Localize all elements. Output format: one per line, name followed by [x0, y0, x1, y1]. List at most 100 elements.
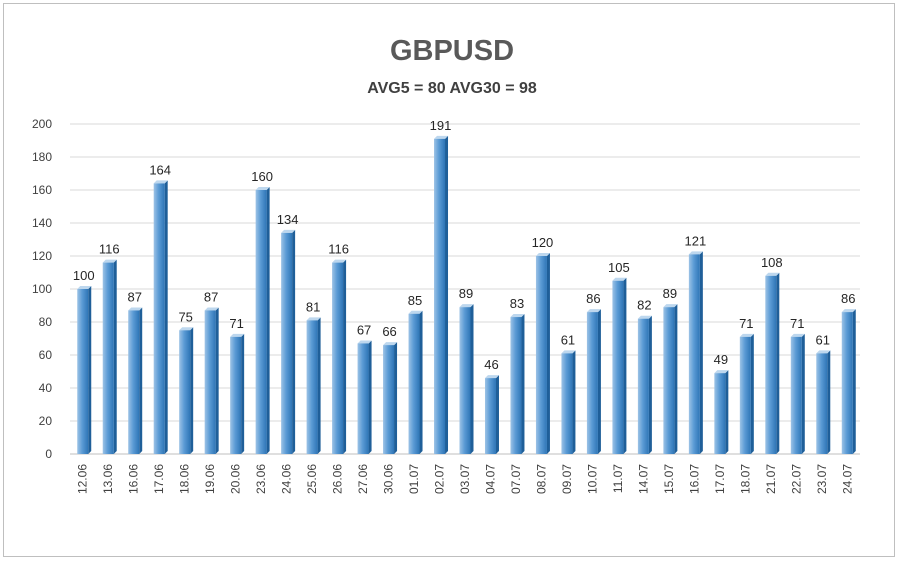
- y-axis-ticks: 0 20 40 60 80 100 120 140 160 180 200: [32, 117, 52, 461]
- data-label: 75: [178, 309, 192, 324]
- bar-face: [255, 190, 267, 454]
- x-tick-label: 23.07: [815, 464, 829, 494]
- bar-side: [674, 304, 678, 454]
- x-tick-label: 16.07: [687, 464, 701, 494]
- bar-face: [535, 256, 547, 454]
- bar-top: [102, 259, 117, 263]
- data-label: 61: [561, 332, 575, 347]
- y-tick-label: 180: [32, 150, 52, 164]
- data-label: 116: [99, 242, 120, 257]
- bar-top: [841, 309, 856, 313]
- bar-face: [204, 310, 216, 454]
- y-tick-label: 40: [39, 381, 53, 395]
- bar-side: [852, 309, 856, 454]
- data-label: 61: [816, 332, 830, 347]
- bar-side: [292, 229, 296, 454]
- data-label: 134: [277, 212, 299, 227]
- bar-top: [434, 135, 449, 139]
- bar-09.07: [561, 350, 576, 454]
- bar-17.06: [153, 180, 168, 454]
- bar-12.06: [77, 286, 92, 454]
- bar-face: [816, 353, 828, 454]
- y-tick-label: 160: [32, 183, 52, 197]
- x-tick-label: 13.06: [101, 464, 115, 494]
- data-label: 116: [328, 242, 349, 257]
- bar-07.07: [510, 314, 525, 454]
- bar-01.07: [408, 310, 423, 454]
- bar-face: [77, 289, 89, 454]
- x-tick-label: 15.07: [662, 464, 676, 494]
- data-label: 83: [510, 296, 524, 311]
- data-label: 71: [229, 316, 243, 331]
- bar-top: [484, 375, 499, 379]
- bar-26.06: [332, 259, 347, 454]
- x-tick-label: 18.06: [178, 464, 192, 494]
- x-axis-ticks: 12.06 13.06 16.06 17.06 18.06 19.06 20.06 23.06…: [76, 464, 855, 494]
- bar-face: [739, 336, 751, 454]
- bar-face: [484, 378, 496, 454]
- bar-face: [383, 345, 395, 454]
- bar-side: [623, 277, 627, 454]
- bar-top: [332, 259, 347, 263]
- bar-13.06: [102, 259, 117, 454]
- x-tick-label: 19.06: [203, 464, 217, 494]
- x-tick-label: 24.06: [280, 464, 294, 494]
- bar-side: [164, 180, 168, 454]
- bar-23.07: [816, 350, 831, 454]
- bar-face: [612, 280, 624, 454]
- x-tick-label: 07.07: [509, 464, 523, 494]
- bar-face: [561, 353, 573, 454]
- bar-face: [434, 138, 446, 454]
- bar-face: [688, 254, 700, 454]
- x-tick-label: 11.07: [611, 464, 625, 493]
- data-label: 89: [459, 286, 473, 301]
- y-tick-label: 100: [32, 282, 52, 296]
- data-label: 85: [408, 293, 422, 308]
- data-label: 191: [430, 118, 452, 133]
- bar-top: [586, 309, 601, 313]
- bar-side: [572, 350, 576, 454]
- data-label: 160: [251, 169, 273, 184]
- bar-side: [546, 253, 550, 454]
- x-tick-label: 01.07: [407, 464, 421, 494]
- data-label: 71: [739, 316, 753, 331]
- bar-side: [725, 370, 729, 454]
- data-label: 82: [637, 298, 651, 313]
- x-tick-label: 04.07: [483, 464, 497, 494]
- bar-side: [88, 286, 92, 454]
- bar-side: [750, 333, 754, 454]
- x-tick-label: 18.07: [738, 464, 752, 494]
- x-tick-label: 23.06: [254, 464, 268, 494]
- bar-top: [688, 251, 703, 255]
- bar-24.07: [841, 309, 856, 454]
- bar-18.07: [739, 333, 754, 454]
- data-label: 71: [790, 316, 804, 331]
- y-tick-label: 140: [32, 216, 52, 230]
- bar-face: [459, 307, 471, 454]
- x-tick-label: 24.07: [840, 464, 854, 494]
- bar-10.07: [586, 309, 601, 454]
- x-tick-label: 22.07: [789, 464, 803, 494]
- x-tick-label: 14.07: [636, 464, 650, 494]
- bar-15.07: [663, 304, 678, 454]
- bar-top: [128, 307, 143, 311]
- bar-17.07: [714, 370, 729, 454]
- x-tick-label: 30.06: [382, 464, 396, 494]
- x-tick-label: 16.06: [127, 464, 141, 494]
- bar-face: [357, 343, 369, 454]
- chart-subtitle: AVG5 = 80 AVG30 = 98: [367, 80, 537, 97]
- y-tick-label: 20: [39, 414, 53, 428]
- bar-side: [215, 307, 219, 454]
- bar-side: [495, 375, 499, 454]
- bar-top: [714, 370, 729, 374]
- bar-22.07: [790, 333, 805, 454]
- bar-top: [255, 187, 270, 190]
- bar-top: [765, 272, 780, 276]
- data-labels: 100 116 87 164 75 87 71 160 134 81 116 67 66 85 191 89 4…: [73, 118, 856, 372]
- data-label: 164: [149, 162, 171, 177]
- data-label: 100: [73, 268, 95, 283]
- bar-face: [586, 312, 598, 454]
- bar-side: [470, 304, 474, 454]
- bar-face: [306, 320, 318, 454]
